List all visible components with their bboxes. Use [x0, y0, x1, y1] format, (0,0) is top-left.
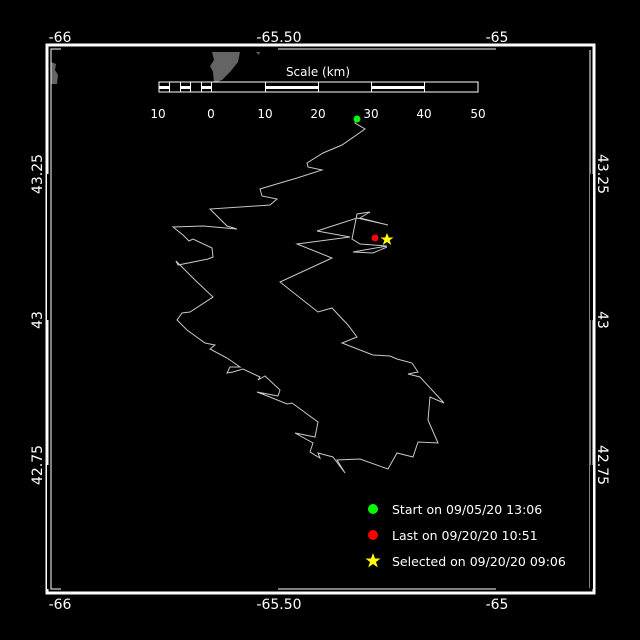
lat-label-left-2: 43	[30, 311, 46, 329]
start-marker	[353, 115, 361, 123]
scale-bar: Scale (km) 10 0 10 20 30 40 50	[150, 65, 485, 121]
scale-tick: 40	[416, 107, 431, 121]
scale-tick: 20	[310, 107, 325, 121]
map-frame	[45, 43, 596, 595]
lon-label-bottom-3: -65	[486, 597, 509, 613]
last-marker	[371, 234, 379, 242]
lon-label-bottom-1: -66	[49, 597, 72, 613]
scale-tick: 10	[257, 107, 272, 121]
lon-label-top-2: -65.50	[256, 30, 301, 46]
legend-last-label: Last on 09/20/20 10:51	[392, 528, 538, 543]
lat-label-right-3: 42.75	[594, 445, 610, 485]
scale-tick: 30	[363, 107, 378, 121]
selected-star-icon	[380, 233, 394, 245]
lat-label-right-2: 43	[594, 311, 610, 329]
legend-last-dot-icon	[368, 530, 378, 540]
lat-label-left-1: 43.25	[30, 154, 46, 194]
scale-tick: 10	[150, 107, 165, 121]
legend: Start on 09/05/20 13:06 Last on 09/20/20…	[365, 502, 566, 569]
legend-selected-label: Selected on 09/20/20 09:06	[392, 554, 566, 569]
legend-start-dot-icon	[368, 504, 378, 514]
land	[51, 52, 260, 84]
drifter-track	[171, 117, 445, 474]
lat-label-right-1: 43.25	[594, 154, 610, 194]
lon-label-top-3: -65	[486, 30, 509, 46]
lon-label-bottom-2: -65.50	[256, 597, 301, 613]
lon-label-top-1: -66	[49, 30, 72, 46]
legend-star-icon	[365, 553, 381, 568]
scale-title: Scale (km)	[286, 65, 350, 79]
legend-start-label: Start on 09/05/20 13:06	[392, 502, 542, 517]
scale-tick: 50	[470, 107, 485, 121]
scale-tick: 0	[207, 107, 215, 121]
lat-label-left-3: 42.75	[30, 445, 46, 485]
